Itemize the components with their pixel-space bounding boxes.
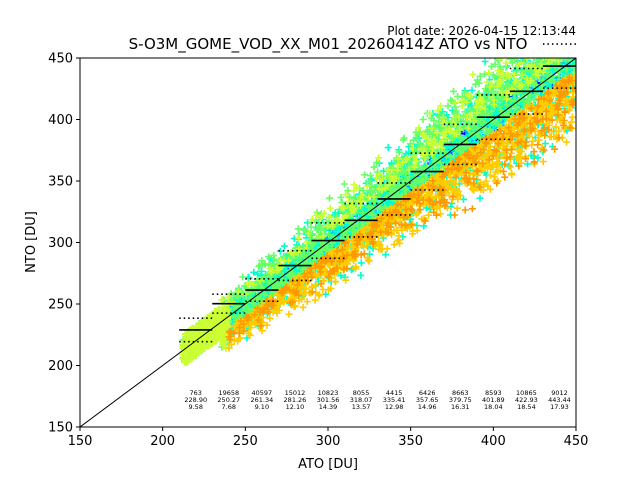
y-tick-label: 450 [48,52,73,67]
bin-std: 7.68 [222,403,236,411]
bin-count: 10865 [516,389,537,397]
x-tick-label: 350 [398,434,423,449]
bin-count: 9012 [551,389,568,397]
bin-count: 6426 [419,389,436,397]
x-tick-label: 250 [233,434,258,449]
bin-std: 9.58 [188,403,202,411]
bin-mean: 422.93 [515,396,538,404]
bin-count: 8055 [353,389,370,397]
bin-std: 17.93 [550,403,569,411]
scatter-points [179,58,576,367]
bin-mean: 335.41 [383,396,406,404]
y-tick-label: 150 [48,421,73,436]
bin-count: 15012 [285,389,306,397]
bin-std: 9.10 [255,403,269,411]
y-axis-label: NTO [DU] [24,211,39,273]
y-tick-label: 350 [48,175,73,190]
bin-mean: 379.75 [449,396,472,404]
one-to-one-line [80,58,576,427]
bin-count: 8593 [485,389,502,397]
x-tick-label: 200 [150,434,175,449]
x-axis-label: ATO [DU] [298,457,358,472]
x-tick-label: 400 [481,434,506,449]
x-tick-label: 150 [68,434,93,449]
bin-std: 13.57 [352,403,371,411]
bin-std: 14.96 [418,403,437,411]
bin-count: 763 [190,389,202,397]
bin-mean: 301.56 [317,396,340,404]
chart-title: S-O3M_GOME_VOD_XX_M01_20260414Z ATO vs N… [129,35,528,54]
bin-count: 19658 [218,389,239,397]
bin-mean: 228.90 [184,396,207,404]
bin-count: 40597 [252,389,273,397]
bin-count: 4415 [386,389,403,397]
y-tick-label: 400 [48,113,73,128]
y-tick-label: 300 [48,236,73,251]
bin-count: 8663 [452,389,469,397]
bin-std: 18.04 [484,403,503,411]
y-tick-label: 250 [48,298,73,313]
bin-mean: 281.26 [284,396,307,404]
x-tick-label: 450 [564,434,589,449]
y-tick-label: 200 [48,359,73,374]
bin-mean: 261.34 [250,396,273,404]
bin-mean: 443.44 [548,396,571,404]
bin-std: 12.98 [385,403,404,411]
bin-std: 16.31 [451,403,470,411]
bin-mean: 250.27 [217,396,240,404]
bin-std: 12.10 [286,403,305,411]
bin-count: 10823 [318,389,339,397]
scatter-series [225,73,576,352]
x-tick-label: 300 [316,434,341,449]
bin-std: 18.54 [517,403,536,411]
bin-std: 14.39 [319,403,338,411]
plot-date: Plot date: 2026-04-15 12:13:44 [387,24,576,38]
bin-mean: 357.65 [416,396,439,404]
bin-mean: 401.89 [482,396,505,404]
bin-mean: 318.07 [350,396,373,404]
